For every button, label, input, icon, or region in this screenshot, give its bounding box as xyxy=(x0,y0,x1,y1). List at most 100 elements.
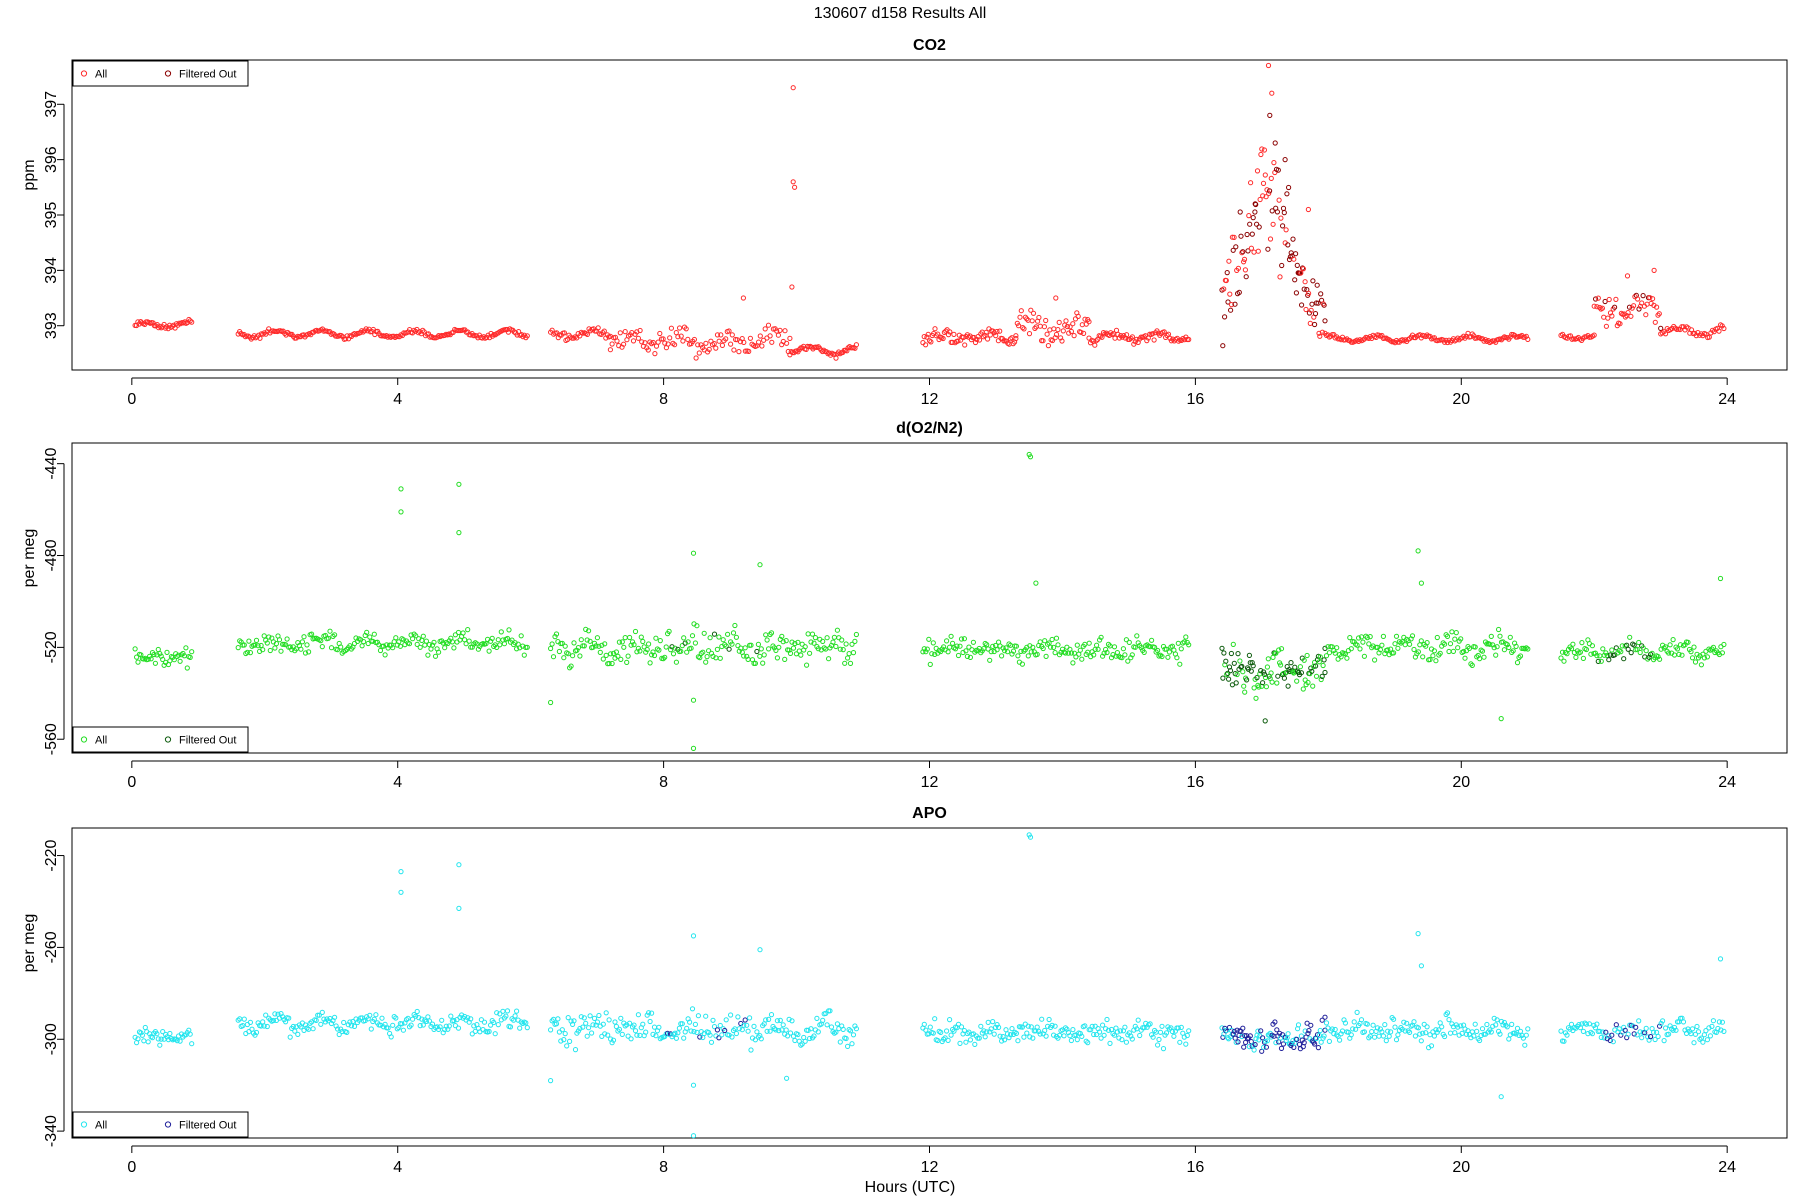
data-point xyxy=(1609,647,1615,653)
filtered-point xyxy=(1239,663,1245,670)
data-point xyxy=(684,649,690,655)
data-point xyxy=(1606,296,1612,303)
data-point xyxy=(809,631,816,637)
data-point xyxy=(1561,658,1567,664)
filtered-point xyxy=(1277,1030,1283,1036)
data-point xyxy=(1103,646,1109,653)
filtered-point xyxy=(1613,1022,1619,1028)
data-point xyxy=(625,653,631,659)
data-point xyxy=(1442,1033,1448,1040)
data-point xyxy=(782,656,788,663)
data-point xyxy=(456,481,462,487)
data-point xyxy=(1045,343,1052,349)
data-point xyxy=(706,648,712,654)
data-point xyxy=(710,1017,716,1023)
data-point xyxy=(1254,168,1261,174)
data-point xyxy=(1270,654,1276,661)
data-point xyxy=(1667,642,1673,648)
data-point xyxy=(132,646,138,652)
data-point xyxy=(139,1032,145,1038)
data-point xyxy=(398,509,404,515)
data-point xyxy=(1573,654,1579,661)
data-point xyxy=(776,644,782,650)
data-point xyxy=(1434,634,1440,641)
data-point xyxy=(1100,330,1107,336)
points-apo xyxy=(132,832,1727,1139)
data-point xyxy=(1388,646,1394,652)
data-point xyxy=(1407,641,1413,647)
data-point xyxy=(786,1016,792,1023)
filtered-point xyxy=(1272,140,1278,146)
data-point xyxy=(621,341,627,347)
data-point xyxy=(1332,1026,1338,1033)
filtered-point xyxy=(1232,301,1238,307)
data-point xyxy=(1617,321,1623,327)
data-point xyxy=(1334,645,1340,651)
data-point xyxy=(1097,1029,1103,1035)
data-point xyxy=(695,342,701,348)
data-point xyxy=(359,328,365,334)
panel-title-apo: APO xyxy=(912,805,947,822)
filtered-point xyxy=(1236,289,1242,295)
data-point xyxy=(1175,640,1181,646)
filtered-point xyxy=(1626,304,1633,310)
data-point xyxy=(613,1023,620,1030)
data-point xyxy=(371,1016,377,1022)
data-point xyxy=(486,648,492,654)
data-point xyxy=(548,645,554,652)
filtered-point xyxy=(1312,311,1319,317)
data-point xyxy=(1567,1026,1573,1032)
data-point xyxy=(1030,1035,1036,1041)
data-point xyxy=(1652,1036,1658,1043)
data-point xyxy=(1105,1027,1112,1033)
data-point xyxy=(1704,654,1711,660)
data-point xyxy=(987,332,993,338)
filtered-point xyxy=(714,1027,721,1033)
data-point xyxy=(151,651,157,658)
data-point xyxy=(1310,683,1316,689)
filtered-point xyxy=(1322,318,1328,324)
data-point xyxy=(793,651,800,657)
data-point xyxy=(768,1012,775,1018)
data-point xyxy=(824,635,830,641)
data-point xyxy=(1097,637,1103,643)
data-point xyxy=(830,1029,836,1035)
filtered-point xyxy=(1294,1036,1300,1043)
data-point xyxy=(272,1011,278,1017)
data-point xyxy=(1353,1026,1359,1032)
data-point xyxy=(1695,1029,1702,1035)
filtered-point xyxy=(1299,265,1306,271)
data-point xyxy=(1123,637,1130,643)
data-point xyxy=(361,639,367,645)
data-point xyxy=(1248,180,1254,186)
data-point xyxy=(929,651,935,657)
data-point xyxy=(388,1034,394,1040)
data-point xyxy=(653,635,659,641)
data-point xyxy=(616,1026,623,1033)
data-point xyxy=(758,646,764,652)
legend-marker-filtered-do2n2 xyxy=(164,736,172,743)
data-point xyxy=(958,636,965,642)
data-point xyxy=(246,1029,252,1035)
data-point xyxy=(596,643,602,649)
data-point xyxy=(673,1035,680,1041)
data-point xyxy=(253,1029,260,1036)
data-point xyxy=(843,641,849,647)
data-point xyxy=(964,653,971,660)
data-point xyxy=(517,1025,523,1031)
filtered-point xyxy=(1293,290,1300,296)
data-point xyxy=(1298,270,1304,276)
data-point xyxy=(840,1026,846,1033)
data-point xyxy=(1235,265,1242,271)
data-point xyxy=(315,1012,321,1018)
data-point xyxy=(729,641,735,647)
data-point xyxy=(504,1008,511,1014)
data-point xyxy=(774,1018,781,1024)
data-point xyxy=(763,632,769,638)
data-point xyxy=(799,1041,805,1047)
data-point xyxy=(637,327,643,334)
data-point xyxy=(757,333,763,339)
data-point xyxy=(787,335,793,341)
data-point xyxy=(364,629,370,636)
filtered-point xyxy=(1648,1034,1654,1040)
